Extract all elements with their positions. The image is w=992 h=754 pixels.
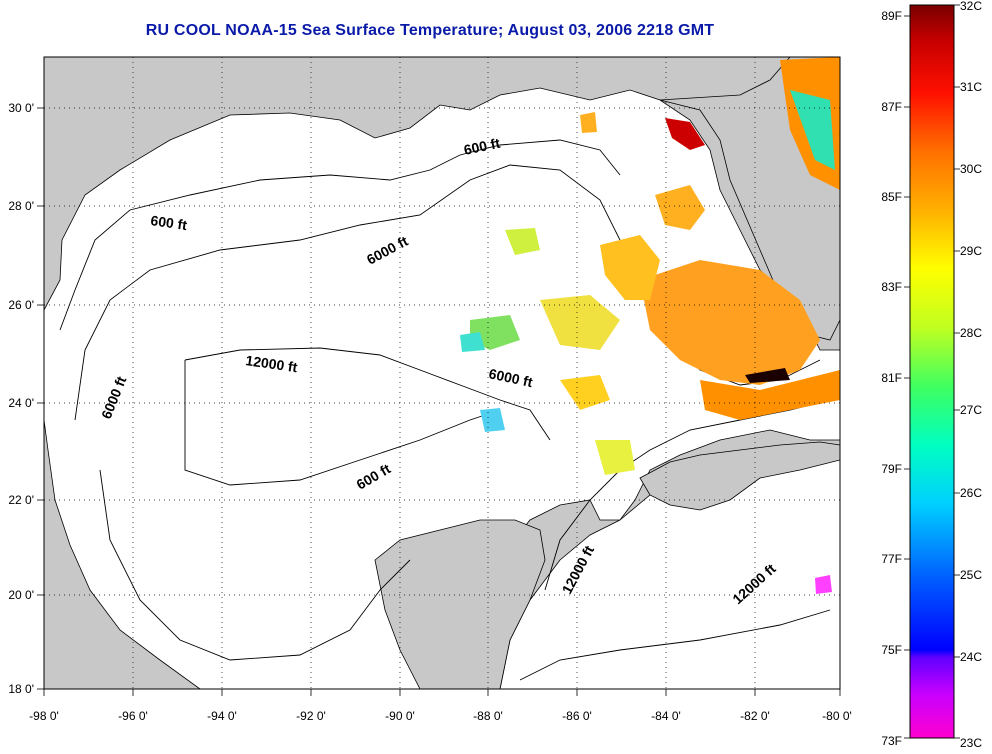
latitude-labels: 18 0' 20 0' 22 0' 24 0' 26 0' 28 0' 30 0… bbox=[8, 101, 34, 696]
lat-label: 28 0' bbox=[8, 199, 34, 213]
lon-label: -92 0' bbox=[296, 709, 326, 723]
sst-patches bbox=[460, 57, 840, 594]
lon-label: -84 0' bbox=[651, 709, 681, 723]
contour-label: 600 ft bbox=[150, 212, 189, 233]
colorbar-f-label: 87F bbox=[881, 100, 902, 114]
colorbar-ticks bbox=[904, 4, 960, 739]
colorbar-fahrenheit-labels: 89F 87F 85F 83F 81F 79F 77F 75F 73F bbox=[881, 9, 902, 748]
colorbar-c-label: 28C bbox=[960, 326, 982, 340]
colorbar-f-label: 75F bbox=[881, 643, 902, 657]
lat-label: 26 0' bbox=[8, 298, 34, 312]
colorbar-c-label: 29C bbox=[960, 244, 982, 258]
colorbar-f-label: 85F bbox=[881, 190, 902, 204]
colorbar-c-label: 24C bbox=[960, 650, 982, 664]
yucatan-land bbox=[374, 519, 546, 689]
lat-label: 18 0' bbox=[8, 682, 34, 696]
lon-label: -96 0' bbox=[118, 709, 148, 723]
lon-label: -98 0' bbox=[29, 709, 59, 723]
colorbar-f-label: 77F bbox=[881, 552, 902, 566]
colorbar-c-label: 27C bbox=[960, 403, 982, 417]
lon-label: -88 0' bbox=[473, 709, 503, 723]
lon-label: -90 0' bbox=[385, 709, 415, 723]
lat-label: 22 0' bbox=[8, 493, 34, 507]
lat-label: 24 0' bbox=[8, 396, 34, 410]
colorbar-c-label: 31C bbox=[960, 80, 982, 94]
lat-label: 20 0' bbox=[8, 588, 34, 602]
colorbar-c-label: 26C bbox=[960, 486, 982, 500]
lon-label: -86 0' bbox=[562, 709, 592, 723]
lat-label: 30 0' bbox=[8, 101, 34, 115]
colorbar-f-label: 79F bbox=[881, 462, 902, 476]
colorbar-c-label: 32C bbox=[960, 0, 982, 13]
contour-label: 600 ft bbox=[462, 135, 501, 158]
map-frame bbox=[43, 56, 841, 690]
cuba-land bbox=[639, 441, 840, 511]
figure-title: RU COOL NOAA-15 Sea Surface Temperature;… bbox=[145, 22, 715, 39]
graticule bbox=[44, 57, 840, 689]
longitude-labels: -98 0' -96 0' -94 0' -92 0' -90 0' -88 0… bbox=[29, 709, 852, 723]
temperature-colorbar bbox=[909, 4, 955, 739]
colorbar-c-label: 23C bbox=[960, 736, 982, 750]
lon-label: -80 0' bbox=[822, 709, 852, 723]
contour-label: 12000 ft bbox=[245, 352, 299, 375]
lon-label: -82 0' bbox=[740, 709, 770, 723]
lon-label: -94 0' bbox=[207, 709, 237, 723]
axis-ticks bbox=[37, 107, 841, 696]
colorbar-celsius-labels: 32C 31C 30C 29C 28C 27C 26C 25C 24C 23C bbox=[960, 0, 982, 750]
colorbar-f-label: 89F bbox=[881, 9, 902, 23]
colorbar-c-label: 25C bbox=[960, 568, 982, 582]
bathymetry-contours bbox=[59, 139, 831, 681]
colorbar-f-label: 73F bbox=[881, 734, 902, 748]
colorbar-f-label: 81F bbox=[881, 371, 902, 385]
colorbar-f-label: 83F bbox=[881, 280, 902, 294]
colorbar-c-label: 30C bbox=[960, 162, 982, 176]
